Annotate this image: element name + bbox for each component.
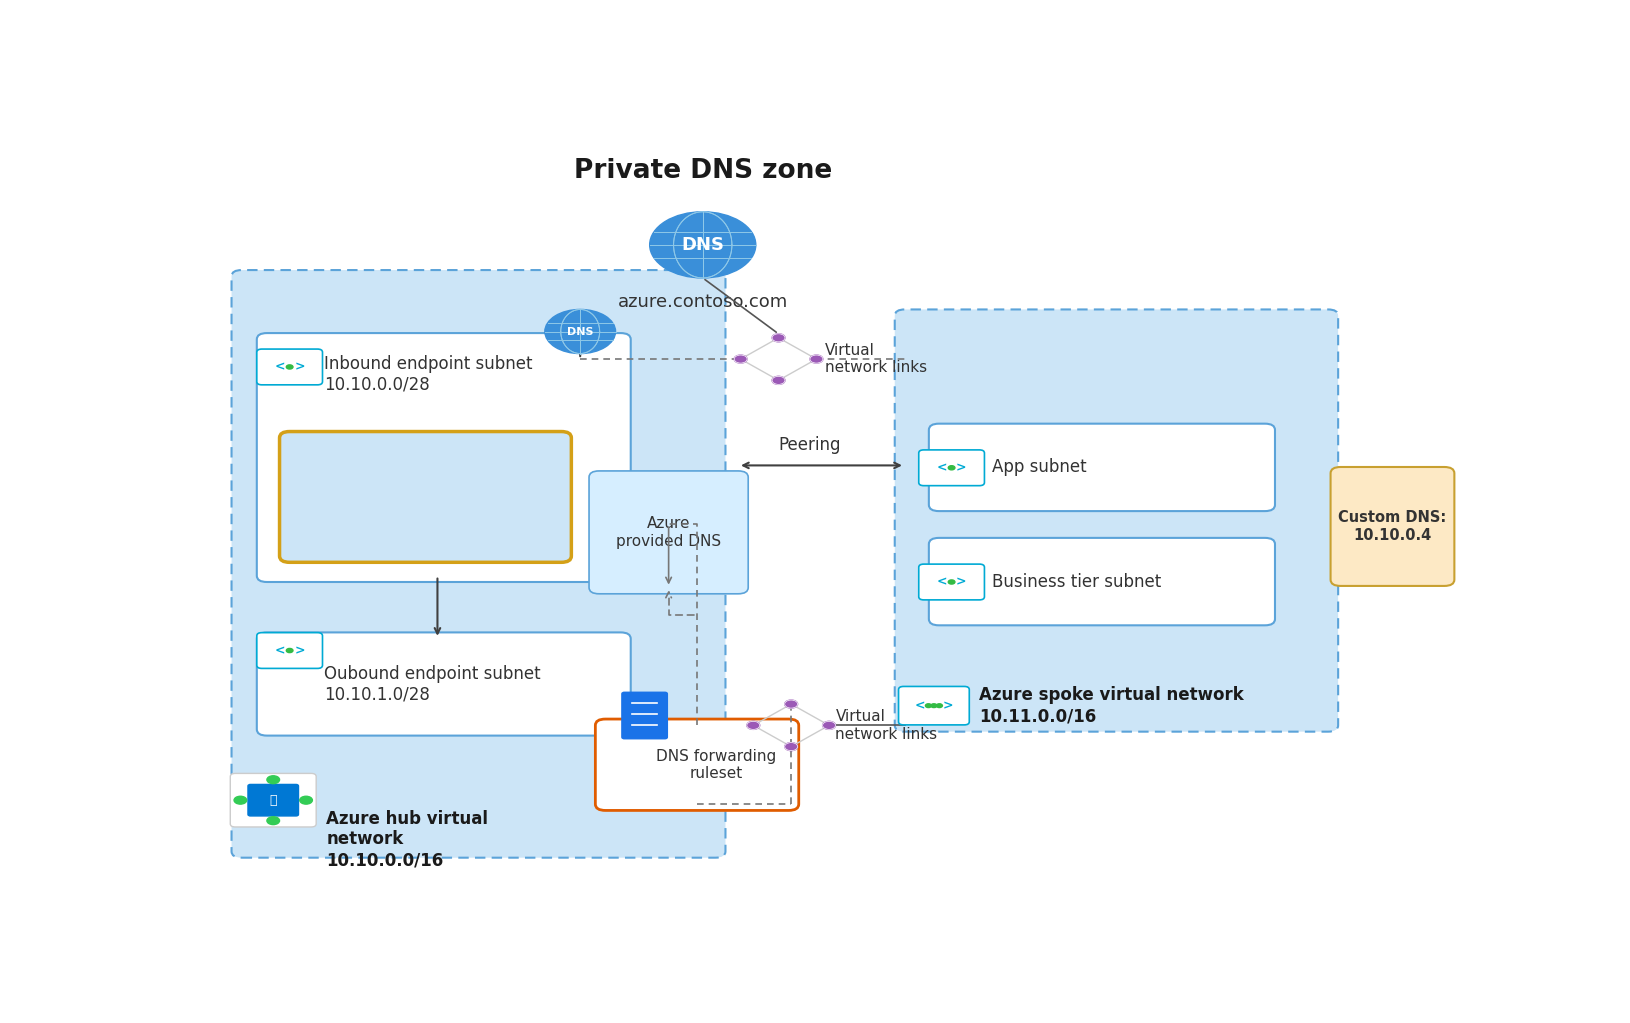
Circle shape <box>949 465 955 470</box>
Text: >: > <box>293 360 305 373</box>
FancyBboxPatch shape <box>231 270 725 857</box>
FancyBboxPatch shape <box>1330 466 1454 586</box>
Text: Virtual
network links: Virtual network links <box>836 709 937 742</box>
Text: DNS: DNS <box>681 236 724 254</box>
FancyBboxPatch shape <box>258 333 631 582</box>
Text: Azure hub virtual
network
10.10.0.0/16: Azure hub virtual network 10.10.0.0/16 <box>326 809 489 870</box>
Circle shape <box>287 365 293 369</box>
Text: Inbound endpoint subnet
10.10.0.0/28: Inbound endpoint subnet 10.10.0.0/28 <box>324 355 533 394</box>
Circle shape <box>926 704 931 708</box>
Text: DNS forwarding
ruleset: DNS forwarding ruleset <box>655 749 776 781</box>
Circle shape <box>650 212 756 278</box>
Circle shape <box>931 704 937 708</box>
FancyBboxPatch shape <box>929 538 1275 625</box>
Text: DNS: DNS <box>567 326 593 337</box>
Circle shape <box>810 355 823 363</box>
Circle shape <box>936 704 942 708</box>
Circle shape <box>734 355 747 363</box>
FancyBboxPatch shape <box>258 349 323 385</box>
Circle shape <box>747 721 760 729</box>
Text: <: < <box>937 576 947 588</box>
Text: App subnet: App subnet <box>993 458 1087 477</box>
Text: Virtual
network links: Virtual network links <box>825 343 927 375</box>
FancyBboxPatch shape <box>919 450 985 486</box>
Circle shape <box>267 775 280 784</box>
Text: Custom DNS:
10.10.0.4: Custom DNS: 10.10.0.4 <box>1338 510 1446 542</box>
FancyBboxPatch shape <box>248 785 298 816</box>
Circle shape <box>544 309 616 354</box>
Text: Oubound endpoint subnet
10.10.1.0/28: Oubound endpoint subnet 10.10.1.0/28 <box>324 665 541 704</box>
FancyBboxPatch shape <box>898 686 970 725</box>
FancyBboxPatch shape <box>895 309 1338 731</box>
Text: >: > <box>957 461 967 475</box>
FancyBboxPatch shape <box>595 719 799 810</box>
Text: >: > <box>293 644 305 657</box>
Text: <: < <box>914 699 926 712</box>
FancyBboxPatch shape <box>280 432 572 563</box>
FancyBboxPatch shape <box>258 632 631 736</box>
Circle shape <box>267 816 280 825</box>
Text: ⬥: ⬥ <box>269 794 277 807</box>
Text: >: > <box>957 576 967 588</box>
FancyBboxPatch shape <box>258 632 323 668</box>
Text: azure.contoso.com: azure.contoso.com <box>618 294 787 311</box>
Circle shape <box>773 333 786 342</box>
Text: Business tier subnet: Business tier subnet <box>993 573 1161 590</box>
Circle shape <box>784 743 797 751</box>
Text: Peering: Peering <box>779 436 841 453</box>
Circle shape <box>235 796 246 804</box>
FancyBboxPatch shape <box>919 564 985 599</box>
Circle shape <box>823 721 836 729</box>
FancyBboxPatch shape <box>929 424 1275 512</box>
Text: Inbound endpoint VIP
10.10.0.4: Inbound endpoint VIP 10.10.0.4 <box>336 478 515 517</box>
Text: Private DNS zone: Private DNS zone <box>574 159 831 184</box>
Circle shape <box>287 649 293 653</box>
Text: <: < <box>937 461 947 475</box>
Text: <: < <box>275 360 285 373</box>
FancyBboxPatch shape <box>230 773 316 827</box>
FancyBboxPatch shape <box>623 693 667 739</box>
FancyBboxPatch shape <box>588 471 748 593</box>
Circle shape <box>784 700 797 708</box>
Text: >: > <box>942 699 954 712</box>
Text: Azure
provided DNS: Azure provided DNS <box>616 517 720 548</box>
Circle shape <box>773 376 786 385</box>
Text: Azure spoke virtual network
10.11.0.0/16: Azure spoke virtual network 10.11.0.0/16 <box>980 686 1244 725</box>
Text: <: < <box>275 644 285 657</box>
Circle shape <box>300 796 313 804</box>
Circle shape <box>949 580 955 584</box>
